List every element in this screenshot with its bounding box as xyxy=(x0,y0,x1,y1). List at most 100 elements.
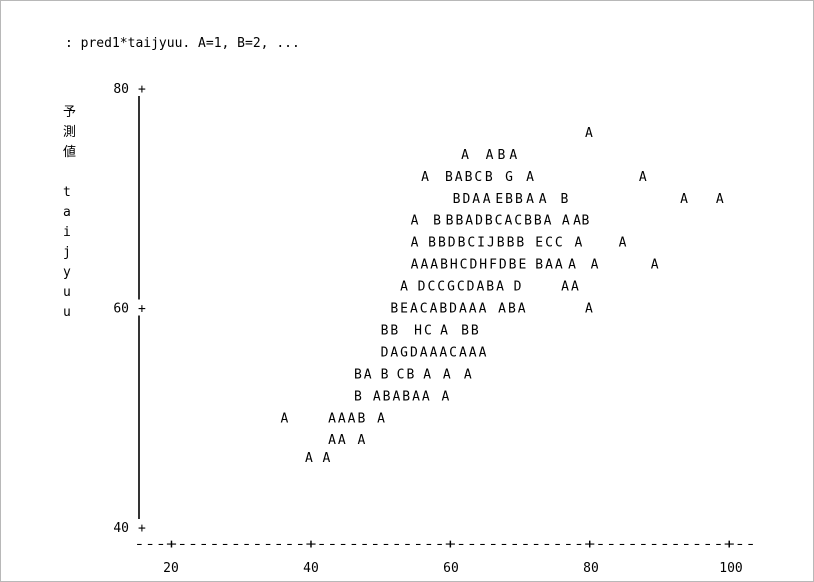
y-tick-mark: + xyxy=(138,82,146,97)
plot-symbol: C xyxy=(460,258,468,273)
plot-symbol: B xyxy=(471,323,479,338)
plot-symbol: C xyxy=(545,236,553,251)
plot-symbol: B xyxy=(515,192,523,207)
plot-symbol: A xyxy=(619,236,627,251)
plot-symbol: G xyxy=(400,345,408,360)
plot-symbol: E xyxy=(518,258,526,273)
plot-symbol: B xyxy=(445,170,453,185)
x-tick-label: 100 xyxy=(719,561,742,576)
plot-symbol: A xyxy=(461,148,469,163)
plot-symbol: H xyxy=(450,258,458,273)
plot-symbol: A xyxy=(568,258,576,273)
plot-symbol: A xyxy=(357,433,365,448)
x-tick-label: 80 xyxy=(583,561,599,576)
plot-symbol: A xyxy=(555,258,563,273)
plot-symbol: C xyxy=(420,302,428,317)
plot-symbol: A xyxy=(496,280,504,295)
plot-symbol: A xyxy=(504,214,512,229)
plot-symbol: A xyxy=(476,280,484,295)
plot-symbol: A xyxy=(443,367,451,382)
plot-symbol: A xyxy=(539,192,547,207)
plot-symbol: A xyxy=(338,411,346,426)
plot-symbol: B xyxy=(458,236,466,251)
plot-symbol: B xyxy=(485,170,493,185)
plot-symbol: B xyxy=(446,214,454,229)
plot-symbol: A xyxy=(411,258,419,273)
plot-symbol: A xyxy=(430,345,438,360)
plot-symbol: A xyxy=(479,302,487,317)
plot-symbol: B xyxy=(357,411,365,426)
plot-symbol: B xyxy=(507,236,515,251)
plot-symbol: B xyxy=(497,148,505,163)
plot-symbol: A xyxy=(420,258,428,273)
y-axis-label-char: t xyxy=(63,185,71,200)
plot-symbol: A xyxy=(574,236,582,251)
plot-symbol: B xyxy=(439,302,447,317)
plot-symbol: G xyxy=(505,170,513,185)
plot-symbol: J xyxy=(487,236,495,251)
plot-symbol: A xyxy=(585,302,593,317)
plot-symbol: A xyxy=(573,214,581,229)
y-tick-label: 40 xyxy=(113,521,129,536)
plot-symbol: A xyxy=(392,389,400,404)
plot-symbol: A xyxy=(328,411,336,426)
plot-symbol: B xyxy=(505,192,513,207)
y-tick-label: 60 xyxy=(113,302,129,317)
plot-symbol: B xyxy=(381,367,389,382)
plot-symbol: A xyxy=(377,411,385,426)
plot-symbol: A xyxy=(561,280,569,295)
plot-symbol: A xyxy=(639,170,647,185)
plot-symbol: A xyxy=(562,214,570,229)
plot-symbol: C xyxy=(449,345,457,360)
plot-symbol: A xyxy=(455,170,463,185)
plot-symbol: B xyxy=(381,323,389,338)
y-tick-label: 80 xyxy=(113,82,129,97)
plot-symbol: B xyxy=(516,236,524,251)
plot-symbol: B xyxy=(440,258,448,273)
plot-symbol: A xyxy=(411,236,419,251)
plot-symbol: A xyxy=(422,389,430,404)
plot-symbol: C xyxy=(495,214,503,229)
plot-symbol: C xyxy=(514,214,522,229)
plot-symbol: B xyxy=(581,214,589,229)
plot-symbol: A xyxy=(544,214,552,229)
plot-symbol: D xyxy=(381,345,389,360)
plot-symbol: A xyxy=(364,367,372,382)
plot-symbol: B xyxy=(390,302,398,317)
plot-symbol: A xyxy=(439,345,447,360)
plot-symbol: A xyxy=(526,170,534,185)
plot-symbol: C xyxy=(424,323,432,338)
plot-symbol: A xyxy=(338,433,346,448)
plot-symbol: B xyxy=(438,236,446,251)
y-tick-mark: + xyxy=(138,521,146,536)
plot-symbol: A xyxy=(322,451,330,466)
y-axis-label-char: 値 xyxy=(63,144,76,160)
plot-symbol: C xyxy=(397,367,405,382)
plot-symbol: B xyxy=(354,389,362,404)
plot-symbol: B xyxy=(509,258,517,273)
plot-symbol: H xyxy=(414,323,422,338)
plot-symbol: A xyxy=(423,367,431,382)
plot-symbol: A xyxy=(410,302,418,317)
plot-symbol: B xyxy=(453,192,461,207)
plot-symbol: A xyxy=(411,214,419,229)
plot-symbol: A xyxy=(585,126,593,141)
plot-symbol: A xyxy=(651,258,659,273)
plot-symbol: A xyxy=(486,148,494,163)
x-tick-label: 20 xyxy=(163,561,179,576)
x-axis: ---+------------+------------+----------… xyxy=(134,537,756,576)
plot-symbol: B xyxy=(465,170,473,185)
plot-symbol: B xyxy=(354,367,362,382)
plot-symbol: B xyxy=(461,323,469,338)
plot-symbol: I xyxy=(477,236,485,251)
plot-symbol: A xyxy=(328,433,336,448)
plot-symbol: B xyxy=(560,192,568,207)
plot-symbol: D xyxy=(448,236,456,251)
plot-symbol: B xyxy=(455,214,463,229)
plot-symbol: B xyxy=(535,258,543,273)
y-axis-label-char: 予 xyxy=(63,105,76,120)
plot-symbol: A xyxy=(440,323,448,338)
plot-symbol: C xyxy=(467,236,475,251)
y-axis-label-char: 測 xyxy=(63,125,76,140)
